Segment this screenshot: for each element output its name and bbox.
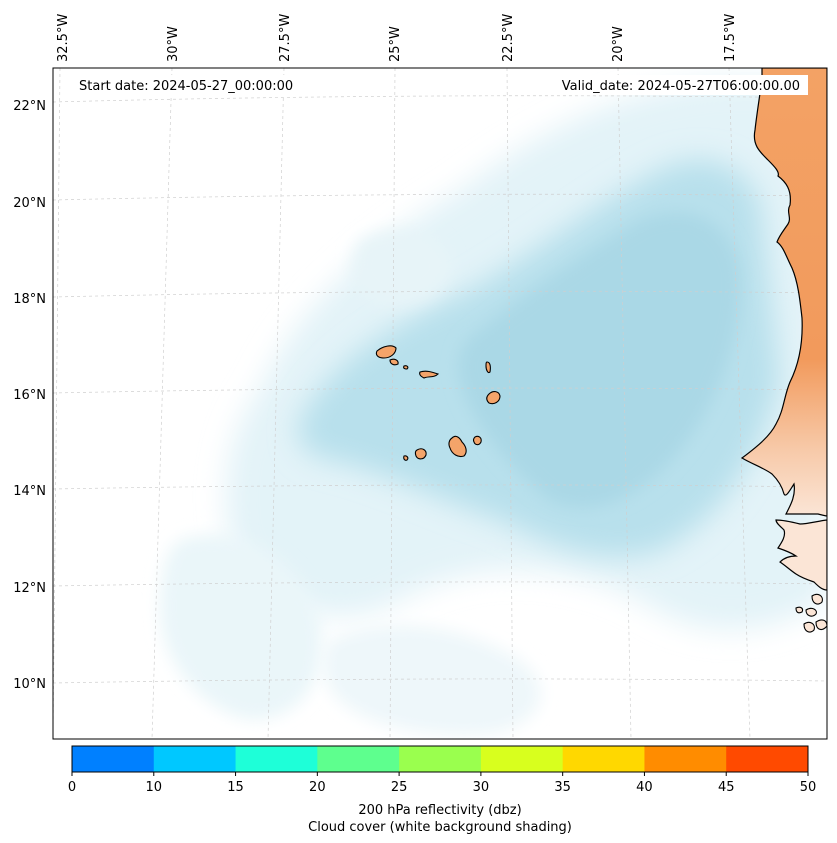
parallel-10n	[53, 678, 827, 684]
colorbar-tick-label: 0	[68, 780, 76, 795]
cloud-wisp-north	[351, 229, 451, 306]
lat-label-16n: 16°N	[13, 388, 46, 403]
lat-label-14n: 14°N	[13, 484, 46, 499]
meridian-20w	[617, 68, 632, 739]
lon-label-25w: 25°W	[388, 26, 403, 62]
lon-label-30w: 30°W	[166, 26, 181, 62]
colorbar-segment	[235, 746, 318, 772]
colorbar-title: 200 hPa reflectivity (dbz)	[358, 803, 521, 818]
island-sao-vicente	[389, 358, 399, 366]
colorbar-segment	[644, 746, 727, 772]
colorbar-segment	[399, 746, 482, 772]
lon-label-22-5w: 22.5°W	[501, 14, 516, 62]
colorbar-tick-label: 10	[146, 780, 163, 795]
colorbar-tick-label: 25	[391, 780, 408, 795]
valid-date-box	[538, 75, 808, 95]
colorbar-tick-label: 40	[636, 780, 653, 795]
lat-label-20n: 20°N	[13, 196, 46, 211]
island-santiago	[448, 435, 467, 458]
island-sal	[485, 361, 491, 374]
map-frame	[52, 67, 828, 740]
colorbar-ticks: 0 10 15 20 25 30 35 40 45 50	[68, 772, 816, 795]
cape-verde-islands	[375, 345, 501, 461]
island-santa-luzia	[403, 365, 409, 370]
colorbar-segment	[72, 746, 155, 772]
island-sao-nicolau	[419, 370, 440, 379]
colorbar-tick-label: 15	[227, 780, 244, 795]
lon-label-17-5w: 17.5°W	[723, 14, 738, 62]
colorbar-segments	[72, 746, 809, 772]
valid-date-label: Valid_date: 2024-05-27T06:00:00.00	[562, 79, 800, 94]
africa-coast	[740, 68, 827, 633]
colorbar-segment	[153, 746, 237, 772]
meridian-17-5w	[728, 68, 751, 739]
island-brava	[403, 455, 409, 461]
parallel-12n	[53, 581, 827, 587]
parallel-14n	[53, 484, 827, 490]
meridian-25w	[389, 68, 396, 739]
lat-label-22n: 22°N	[13, 99, 46, 114]
parallel-20n	[53, 193, 827, 201]
map-panel: Start date: 2024-05-27_00:00:00 Valid_da…	[13, 14, 828, 740]
colorbar-tick-label: 20	[309, 780, 326, 795]
meridian-22-5w	[506, 68, 514, 739]
longitude-labels: 32.5°W 30°W 27.5°W 25°W 22.5°W 20°W 17.5…	[56, 14, 738, 62]
colorbar-subtitle: Cloud cover (white background shading)	[308, 820, 572, 835]
island-santo-antao	[375, 345, 397, 359]
lon-label-27-5w: 27.5°W	[278, 14, 293, 62]
parallel-22n	[53, 95, 827, 103]
island-boa-vista	[486, 391, 501, 405]
parallel-18n	[53, 290, 827, 298]
lat-label-18n: 18°N	[13, 292, 46, 307]
start-date-label: Start date: 2024-05-27_00:00:00	[79, 79, 293, 94]
meridian-30w	[151, 68, 173, 739]
colorbar-tick-label: 35	[554, 780, 571, 795]
lat-label-12n: 12°N	[13, 581, 46, 596]
colorbar-tick-label: 45	[718, 780, 735, 795]
cloud-wisp-south	[323, 625, 541, 736]
lat-label-10n: 10°N	[13, 677, 46, 692]
colorbar-tick-label: 30	[473, 780, 490, 795]
cloud-band-inner	[458, 212, 741, 508]
map-layers	[53, 68, 827, 739]
colorbar-segment	[726, 746, 809, 772]
lon-label-32-5w: 32.5°W	[56, 14, 71, 62]
colorbar-segment	[317, 746, 400, 772]
island-maio	[473, 435, 482, 446]
lon-label-20w: 20°W	[611, 26, 626, 62]
cloud-wisp-sw	[160, 534, 322, 720]
latitude-labels: 22°N 20°N 18°N 16°N 14°N 12°N 10°N	[13, 99, 46, 692]
colorbar-segment	[562, 746, 645, 772]
meridian-32-5w	[53, 68, 61, 739]
start-date-box	[72, 75, 316, 95]
island-fogo	[414, 448, 427, 460]
colorbar-segment	[480, 746, 564, 772]
guinea-bissau-islands	[795, 593, 827, 633]
graticule	[53, 68, 827, 739]
senegal-gambia-coast	[775, 519, 827, 591]
colorbar-tick-label: 50	[800, 780, 817, 795]
africa-landmass	[740, 68, 827, 517]
parallel-16n	[53, 387, 827, 394]
meridian-27-5w	[267, 68, 285, 739]
colorbar: 0 10 15 20 25 30 35 40 45 50 200 hPa reflectivity…	[68, 745, 816, 835]
colorbar-frame	[71, 745, 809, 773]
